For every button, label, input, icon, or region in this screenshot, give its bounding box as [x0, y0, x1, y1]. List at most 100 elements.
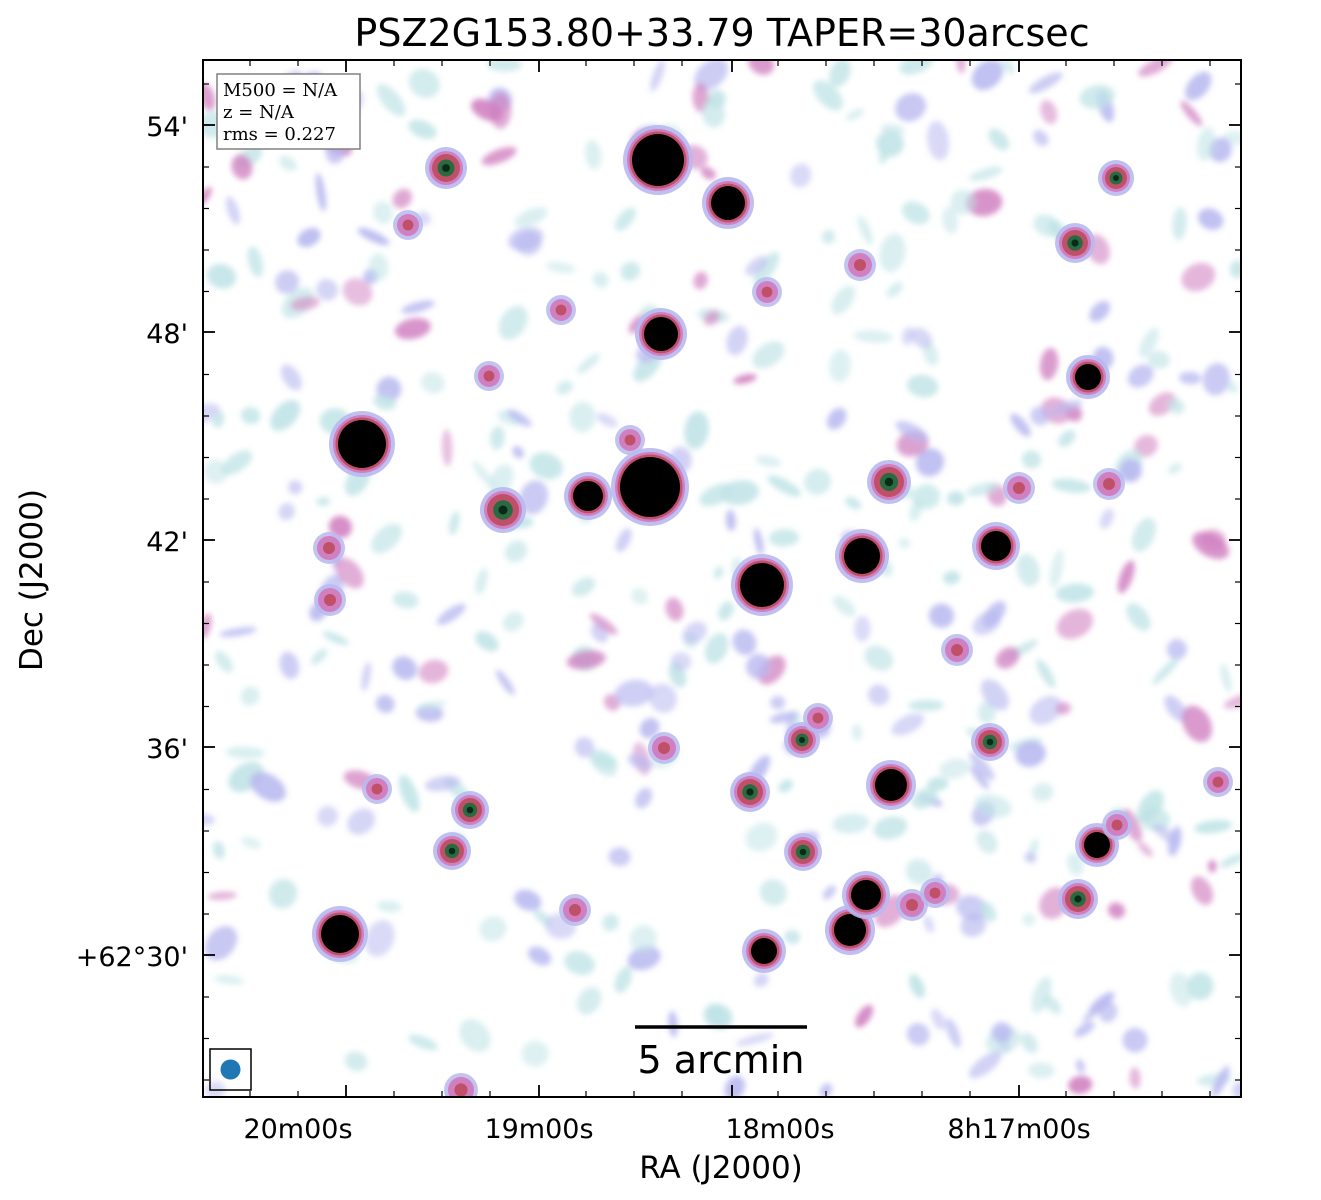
noise-blob — [753, 527, 764, 556]
noise-blob — [203, 613, 212, 639]
noise-blob — [418, 659, 449, 684]
noise-blob — [495, 669, 515, 696]
noise-blob — [956, 894, 988, 921]
noise-blob — [735, 1032, 774, 1046]
noise-blob — [631, 588, 649, 605]
noise-blob — [490, 426, 505, 450]
noise-blob — [1133, 434, 1158, 458]
plot-title: PSZ2G153.80+33.79 TAPER=30arcsec — [354, 11, 1089, 55]
noise-blob — [268, 878, 298, 909]
radio-source — [425, 147, 467, 189]
noise-blob — [1194, 819, 1233, 834]
noise-blob — [831, 285, 856, 315]
noise-blob — [1178, 371, 1202, 385]
x-axis-label: RA (J2000) — [639, 1150, 803, 1186]
noise-blob — [864, 645, 894, 671]
noise-blob — [1036, 658, 1056, 689]
noise-blob — [1187, 972, 1214, 1000]
noise-blob — [700, 166, 716, 180]
noise-blob — [1201, 529, 1226, 550]
noise-blob — [206, 263, 237, 289]
noise-blob — [754, 973, 769, 987]
noise-blob — [1051, 478, 1091, 493]
info-box: M500 = N/A z = N/A rms = 0.227 — [216, 73, 361, 150]
noise-blob — [970, 765, 990, 790]
noise-blob — [752, 341, 785, 369]
noise-blob — [566, 650, 606, 670]
noise-blob — [207, 891, 237, 901]
noise-blob — [596, 413, 618, 428]
noise-blob — [829, 349, 851, 383]
noise-blob — [203, 403, 221, 423]
noise-blob — [373, 394, 397, 411]
noise-blob — [574, 737, 595, 758]
noise-blob — [627, 753, 653, 771]
noise-blob — [1058, 430, 1076, 447]
noise-blob — [668, 1010, 678, 1038]
radio-source — [730, 772, 770, 812]
noise-blob — [1211, 1065, 1230, 1097]
noise-blob — [479, 916, 507, 942]
noise-blob — [854, 615, 871, 642]
noise-blob — [1056, 702, 1071, 715]
radio-source — [742, 929, 786, 973]
noise-blob — [373, 201, 393, 224]
y-axis-label: Dec (J2000) — [14, 489, 50, 671]
radio-source — [1055, 223, 1095, 263]
noise-blob — [401, 300, 435, 314]
radio-source — [393, 210, 423, 240]
noise-blob — [745, 822, 778, 852]
radio-source — [433, 832, 471, 870]
radio-source — [362, 774, 392, 804]
noise-blob — [1220, 663, 1232, 693]
noise-blob — [684, 411, 709, 450]
noise-blob — [980, 679, 1009, 711]
scale-bar: 5 arcmin — [635, 1025, 807, 1082]
radio-source — [615, 425, 645, 455]
noise-blob — [895, 420, 929, 443]
noise-blob — [459, 1019, 491, 1052]
radio-source — [896, 889, 928, 921]
noise-blob — [1164, 695, 1188, 722]
noise-blob — [1056, 608, 1094, 640]
radio-source — [803, 703, 833, 733]
noise-blob — [928, 603, 955, 628]
noise-blob — [726, 325, 748, 356]
noise-blob — [857, 215, 873, 245]
noise-blob — [968, 166, 1003, 182]
noise-blob — [328, 515, 352, 539]
noise-blob — [1226, 381, 1238, 394]
noise-blob — [819, 1083, 833, 1097]
noise-blob — [436, 603, 466, 626]
noise-blob — [504, 540, 528, 563]
noise-blob — [915, 448, 945, 477]
noise-blob — [441, 429, 453, 467]
noise-blob — [982, 600, 1006, 628]
noise-blob — [602, 913, 619, 932]
noise-blob — [768, 529, 800, 547]
noise-blob — [770, 695, 786, 710]
noise-blob — [316, 279, 338, 301]
noise-blob — [846, 108, 865, 121]
noise-blob — [748, 60, 775, 75]
radio-source — [314, 584, 346, 616]
noise-blob — [394, 318, 431, 340]
noise-blob — [1196, 127, 1216, 161]
noise-blob — [1147, 350, 1171, 369]
noise-blob — [971, 60, 1004, 91]
radio-source — [866, 760, 916, 810]
noise-blob — [212, 841, 225, 860]
noise-blob — [966, 482, 1000, 497]
radio-source — [867, 460, 911, 504]
noise-blob — [203, 459, 228, 484]
noise-blob — [279, 155, 297, 171]
noise-blob — [1207, 859, 1217, 873]
noise-blob — [906, 1022, 930, 1046]
noise-blob — [965, 188, 1003, 217]
noise-blob — [592, 272, 609, 288]
plot-frame — [202, 59, 1242, 1098]
noise-blob — [408, 68, 440, 99]
noise-blob — [974, 794, 1012, 818]
noise-blob — [853, 330, 893, 343]
